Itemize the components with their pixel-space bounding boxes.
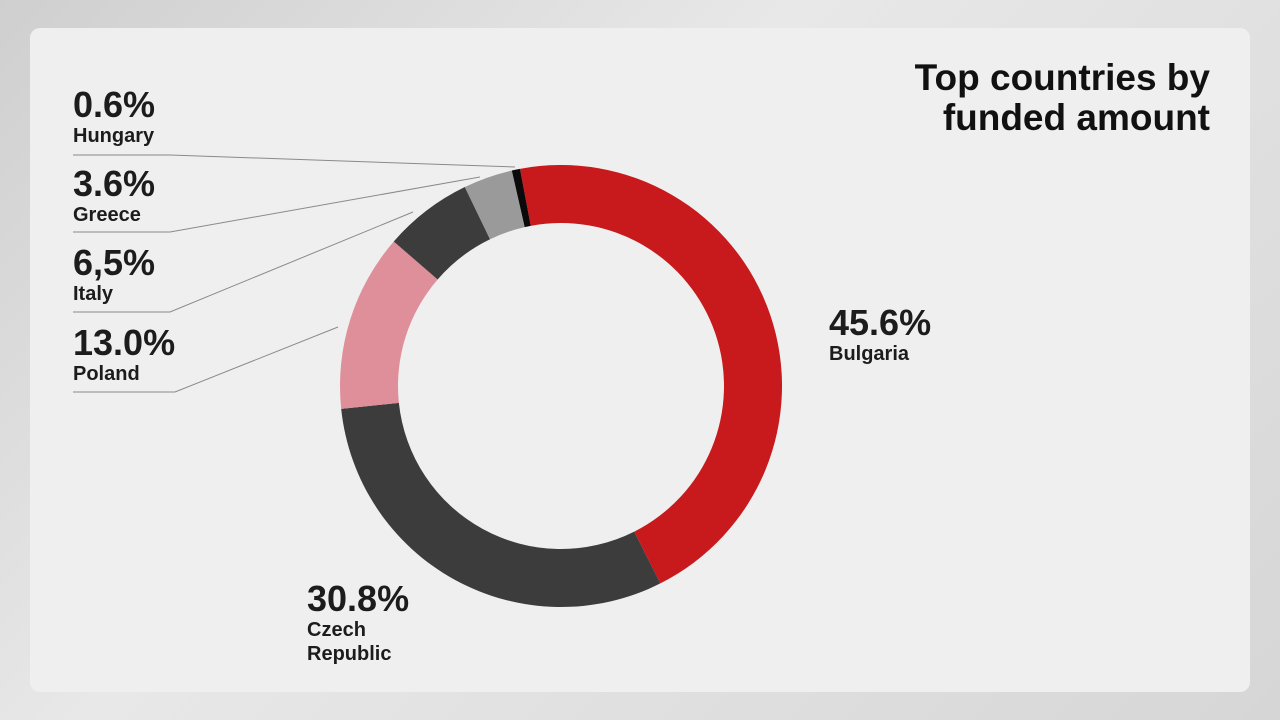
category-label: Greece [73,204,141,226]
slice-label: 13.0% Poland [73,324,175,386]
leader-line [73,154,516,168]
slice-label: 30.8% Czech Republic [307,580,417,666]
leader-line [73,211,414,313]
donut-slice [340,241,438,409]
leader-line [73,326,339,393]
slice-label: 3.6% Greece [73,165,155,227]
donut-slice [511,168,531,228]
leader-lines [73,154,516,393]
category-label: Hungary [73,125,155,147]
donut-slice [464,170,525,240]
slice-label: 6,5% Italy [73,244,155,306]
leader-line [73,176,481,233]
value-label: 6,5% [73,242,156,283]
donut-slice [341,402,661,608]
value-label: 0.6% [73,84,156,125]
category-label: Italy [73,283,114,305]
donut-slice [519,164,783,584]
category-label: Poland [73,363,140,385]
slice-label: 0.6% Hungary [73,86,155,148]
category-label: Czech Republic [307,619,392,665]
value-label: 13.0% [73,322,176,363]
donut-slice [393,187,491,280]
value-label: 3.6% [73,163,156,204]
value-label: 45.6% [829,302,932,343]
chart-title: Top countries by funded amount [914,57,1210,138]
value-label: 30.8% [307,578,410,619]
slice-label: 45.6% Bulgaria [829,304,931,366]
category-label: Bulgaria [829,343,910,365]
